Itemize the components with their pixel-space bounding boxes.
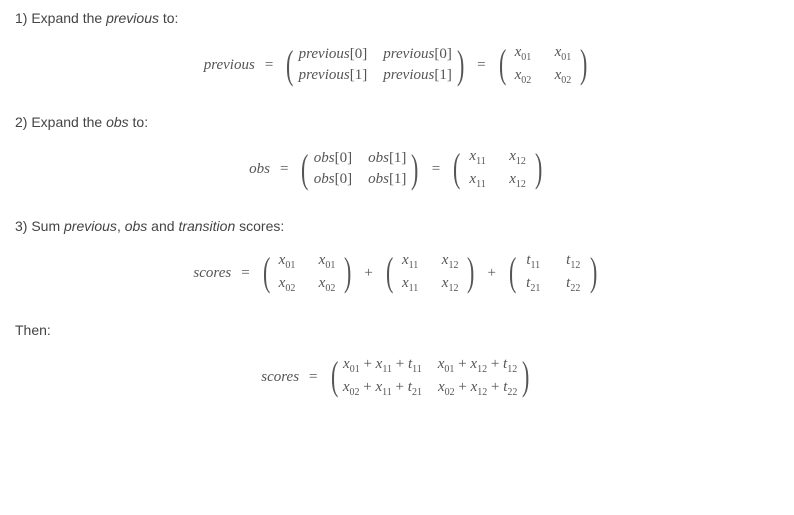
step-3-label-ital: previous bbox=[64, 218, 117, 234]
step-1-label-ital: previous bbox=[106, 10, 159, 26]
equals-4: = bbox=[309, 369, 317, 386]
step-3-label: 3) Sum previous, obs and transition scor… bbox=[15, 218, 779, 234]
step-3-label-mid2: and bbox=[147, 218, 178, 234]
step-2-label-post: to: bbox=[129, 114, 148, 130]
equation-1: previous = (previous[0]previous[0]previo… bbox=[15, 44, 779, 86]
step-3-label-mid1: , bbox=[117, 218, 125, 234]
step-2-label: 2) Expand the obs to: bbox=[15, 114, 779, 130]
step-1-label-post: to: bbox=[159, 10, 178, 26]
step-3: 3) Sum previous, obs and transition scor… bbox=[15, 218, 779, 294]
equals-1a: = bbox=[265, 57, 273, 74]
then-label: Then: bbox=[15, 322, 779, 338]
equation-4: scores = (x01 + x11 + t11x01 + x12 + t12… bbox=[15, 356, 779, 398]
step-2: 2) Expand the obs to: obs = (obs[0]obs[1… bbox=[15, 114, 779, 190]
equals-3: = bbox=[241, 265, 249, 282]
equals-2a: = bbox=[280, 161, 288, 178]
eq4-matrix-1: (x01 + x11 + t11x01 + x12 + t12x02 + x11… bbox=[328, 356, 533, 398]
equals-2b: = bbox=[432, 161, 440, 178]
equation-3: scores = (x01x01x02x02) + (x11x12x11x12)… bbox=[15, 252, 779, 294]
eq3-lhs: scores bbox=[193, 265, 231, 282]
equals-1b: = bbox=[477, 57, 485, 74]
eq2-matrix-2: (x11x12x11x12) bbox=[450, 148, 545, 190]
eq2-lhs: obs bbox=[249, 161, 270, 178]
step-3-label-pre: 3) Sum bbox=[15, 218, 64, 234]
eq4-lhs: scores bbox=[261, 369, 299, 386]
step-3-label-post: scores: bbox=[235, 218, 284, 234]
eq3-matrix-3: (t11t12t21t22) bbox=[506, 252, 601, 294]
step-3-label-ital2: obs bbox=[125, 218, 148, 234]
step-1: 1) Expand the previous to: previous = (p… bbox=[15, 10, 779, 86]
step-2-label-ital: obs bbox=[106, 114, 129, 130]
eq1-matrix-1: (previous[0]previous[0]previous[1]previo… bbox=[283, 45, 467, 85]
eq3-matrix-1: (x01x01x02x02) bbox=[260, 252, 355, 294]
then-block: Then: scores = (x01 + x11 + t11x01 + x12… bbox=[15, 322, 779, 398]
step-3-label-ital3: transition bbox=[178, 218, 235, 234]
step-1-label: 1) Expand the previous to: bbox=[15, 10, 779, 26]
step-1-label-pre: 1) Expand the bbox=[15, 10, 106, 26]
eq3-matrix-2: (x11x12x11x12) bbox=[383, 252, 478, 294]
eq1-lhs: previous bbox=[204, 57, 255, 74]
plus-3b: + bbox=[487, 265, 495, 282]
plus-3a: + bbox=[364, 265, 372, 282]
eq1-matrix-2: (x01x01x02x02) bbox=[496, 44, 591, 86]
eq2-matrix-1: (obs[0]obs[1]obs[0]obs[1]) bbox=[298, 149, 421, 189]
step-2-label-pre: 2) Expand the bbox=[15, 114, 106, 130]
equation-2: obs = (obs[0]obs[1]obs[0]obs[1]) = (x11x… bbox=[15, 148, 779, 190]
